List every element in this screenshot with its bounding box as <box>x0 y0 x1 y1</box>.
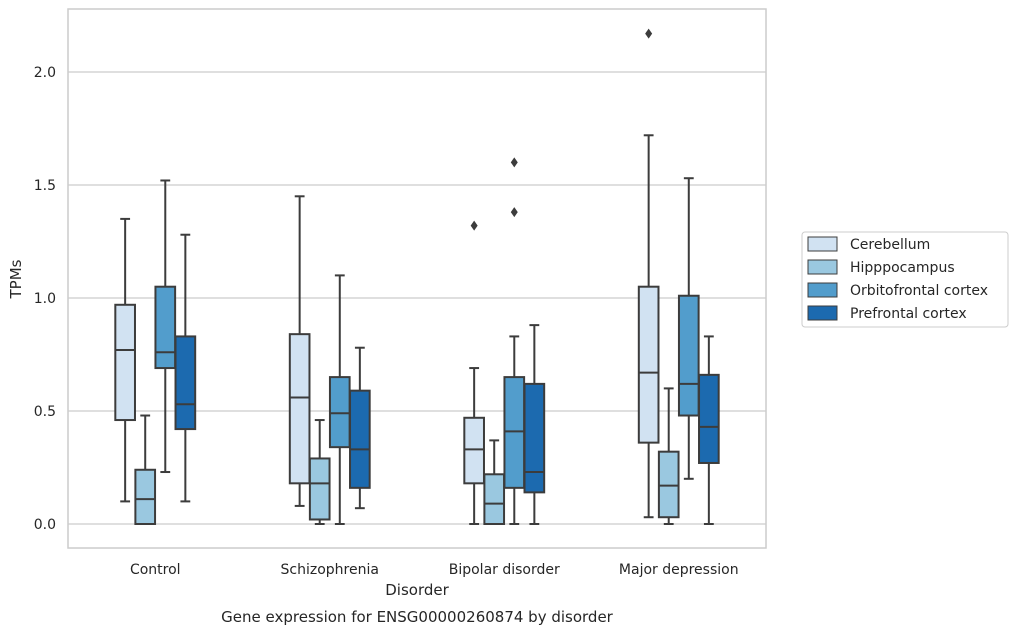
box-orbitofrontal-cortex <box>677 177 700 480</box>
chart-caption: Gene expression for ENSG00000260874 by d… <box>221 608 614 626</box>
box-iqr <box>349 389 371 489</box>
box-hipppocampus <box>134 414 157 526</box>
box-iqr <box>657 450 680 519</box>
box-hipppocampus <box>483 439 506 525</box>
box-series <box>114 28 720 526</box>
box-iqr <box>134 468 157 526</box>
box-orbitofrontal-cortex <box>328 274 351 525</box>
box-cerebellum <box>637 28 660 519</box>
box-prefrontal-cortex <box>349 346 371 510</box>
box-prefrontal-cortex <box>698 335 720 525</box>
legend-swatch <box>807 236 838 252</box>
legend-label: Hipppocampus <box>850 260 955 276</box>
box-iqr <box>328 376 351 449</box>
box-cerebellum <box>463 220 485 525</box>
legend-swatch <box>807 259 838 275</box>
box-orbitofrontal-cortex <box>154 179 177 474</box>
box-prefrontal-cortex <box>174 233 197 503</box>
x-tick-label: Bipolar disorder <box>449 562 560 578</box>
box-iqr <box>698 373 720 464</box>
box-iqr <box>523 382 546 494</box>
box-iqr <box>463 416 485 485</box>
legend-frame <box>801 231 1009 328</box>
box-iqr <box>503 376 526 489</box>
box-iqr <box>483 473 506 525</box>
legend-swatch <box>807 282 838 298</box>
outlier-point <box>510 157 518 168</box>
y-axis-ticks: 0.0 0.5 1.0 1.5 2.0 <box>34 65 56 533</box>
box-iqr <box>637 285 660 444</box>
y-tick-label: 2.0 <box>34 65 56 81</box>
legend: Cerebellum Hipppocampus Orbitofrontal cort… <box>801 231 1009 328</box>
box-hipppocampus <box>308 419 331 525</box>
legend-label: Orbitofrontal cortex <box>850 283 988 299</box>
box-cerebellum <box>288 195 311 507</box>
box-hipppocampus <box>657 387 680 525</box>
outlier-point <box>510 207 518 218</box>
y-tick-label: 0.0 <box>34 517 56 533</box>
x-tick-label: Schizophrenia <box>281 562 379 578</box>
outlier-point <box>470 220 478 231</box>
box-iqr <box>174 335 197 431</box>
x-axis-ticks: Control Schizophrenia Bipolar disorder Majo… <box>130 562 739 578</box>
box-cerebellum <box>114 217 136 503</box>
x-axis-label: Disorder <box>385 581 449 599</box>
box-iqr <box>288 333 311 485</box>
legend-label: Cerebellum <box>850 237 930 253</box>
box-iqr <box>154 285 177 370</box>
box-orbitofrontal-cortex <box>503 157 526 525</box>
y-axis-label: TPMs <box>7 259 25 299</box>
y-tick-label: 1.0 <box>34 291 56 307</box>
legend-label: Prefrontal cortex <box>850 306 967 322</box>
plot-frame <box>67 8 767 549</box>
y-tick-label: 0.5 <box>34 404 56 420</box>
box-prefrontal-cortex <box>523 324 546 525</box>
box-iqr <box>114 303 136 422</box>
x-tick-label: Control <box>130 562 181 578</box>
y-tick-label: 1.5 <box>34 178 56 194</box>
x-tick-label: Major depression <box>619 562 739 578</box>
box-iqr <box>677 294 700 417</box>
outlier-point <box>645 28 653 39</box>
box-iqr <box>308 457 331 521</box>
legend-swatch <box>807 305 838 321</box>
